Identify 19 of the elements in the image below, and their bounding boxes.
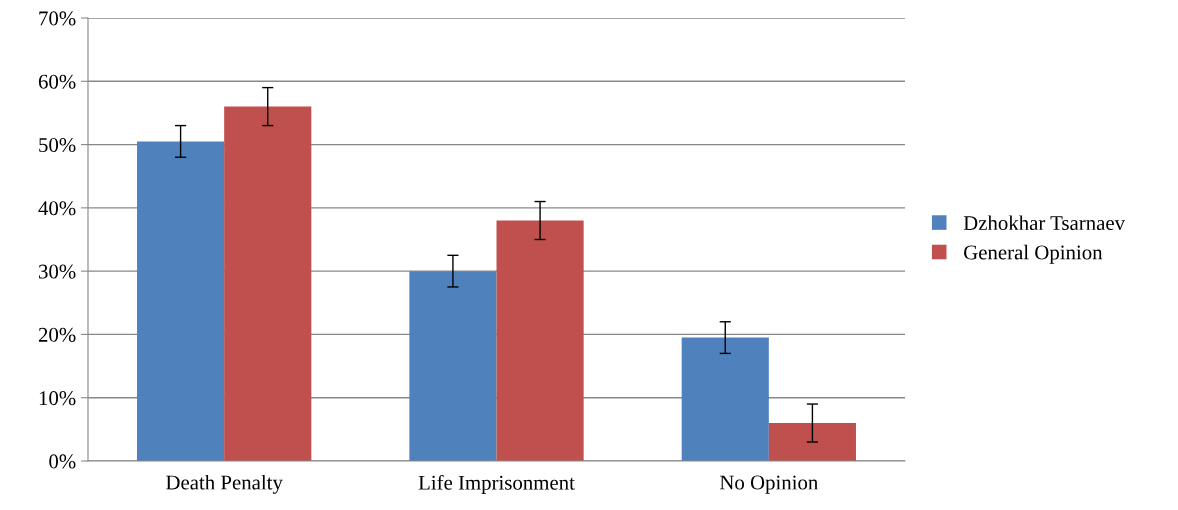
- bar: [768, 423, 856, 461]
- legend-label: Dzhokhar Tsarnaev: [963, 215, 1126, 231]
- y-tick-label: 0%: [49, 454, 76, 469]
- y-tick-label: 40%: [38, 201, 76, 216]
- bar: [224, 106, 312, 461]
- x-tick-label: Life Imprisonment: [418, 474, 575, 494]
- y-tick-label: 70%: [39, 11, 76, 26]
- bar: [137, 141, 225, 461]
- y-tick-label: 30%: [39, 264, 76, 279]
- x-tick-label: Death Penalty: [166, 474, 283, 494]
- x-tick-label: No Opinion: [719, 475, 818, 494]
- legend-label: General Opinion: [964, 244, 1103, 264]
- bar: [409, 271, 497, 461]
- y-tick-label: 60%: [38, 74, 76, 89]
- y-tick-label: 50%: [39, 137, 76, 153]
- y-tick-label: 10%: [39, 391, 76, 406]
- bar: [496, 220, 584, 461]
- bar: [681, 337, 769, 461]
- y-tick-label: 20%: [38, 327, 76, 342]
